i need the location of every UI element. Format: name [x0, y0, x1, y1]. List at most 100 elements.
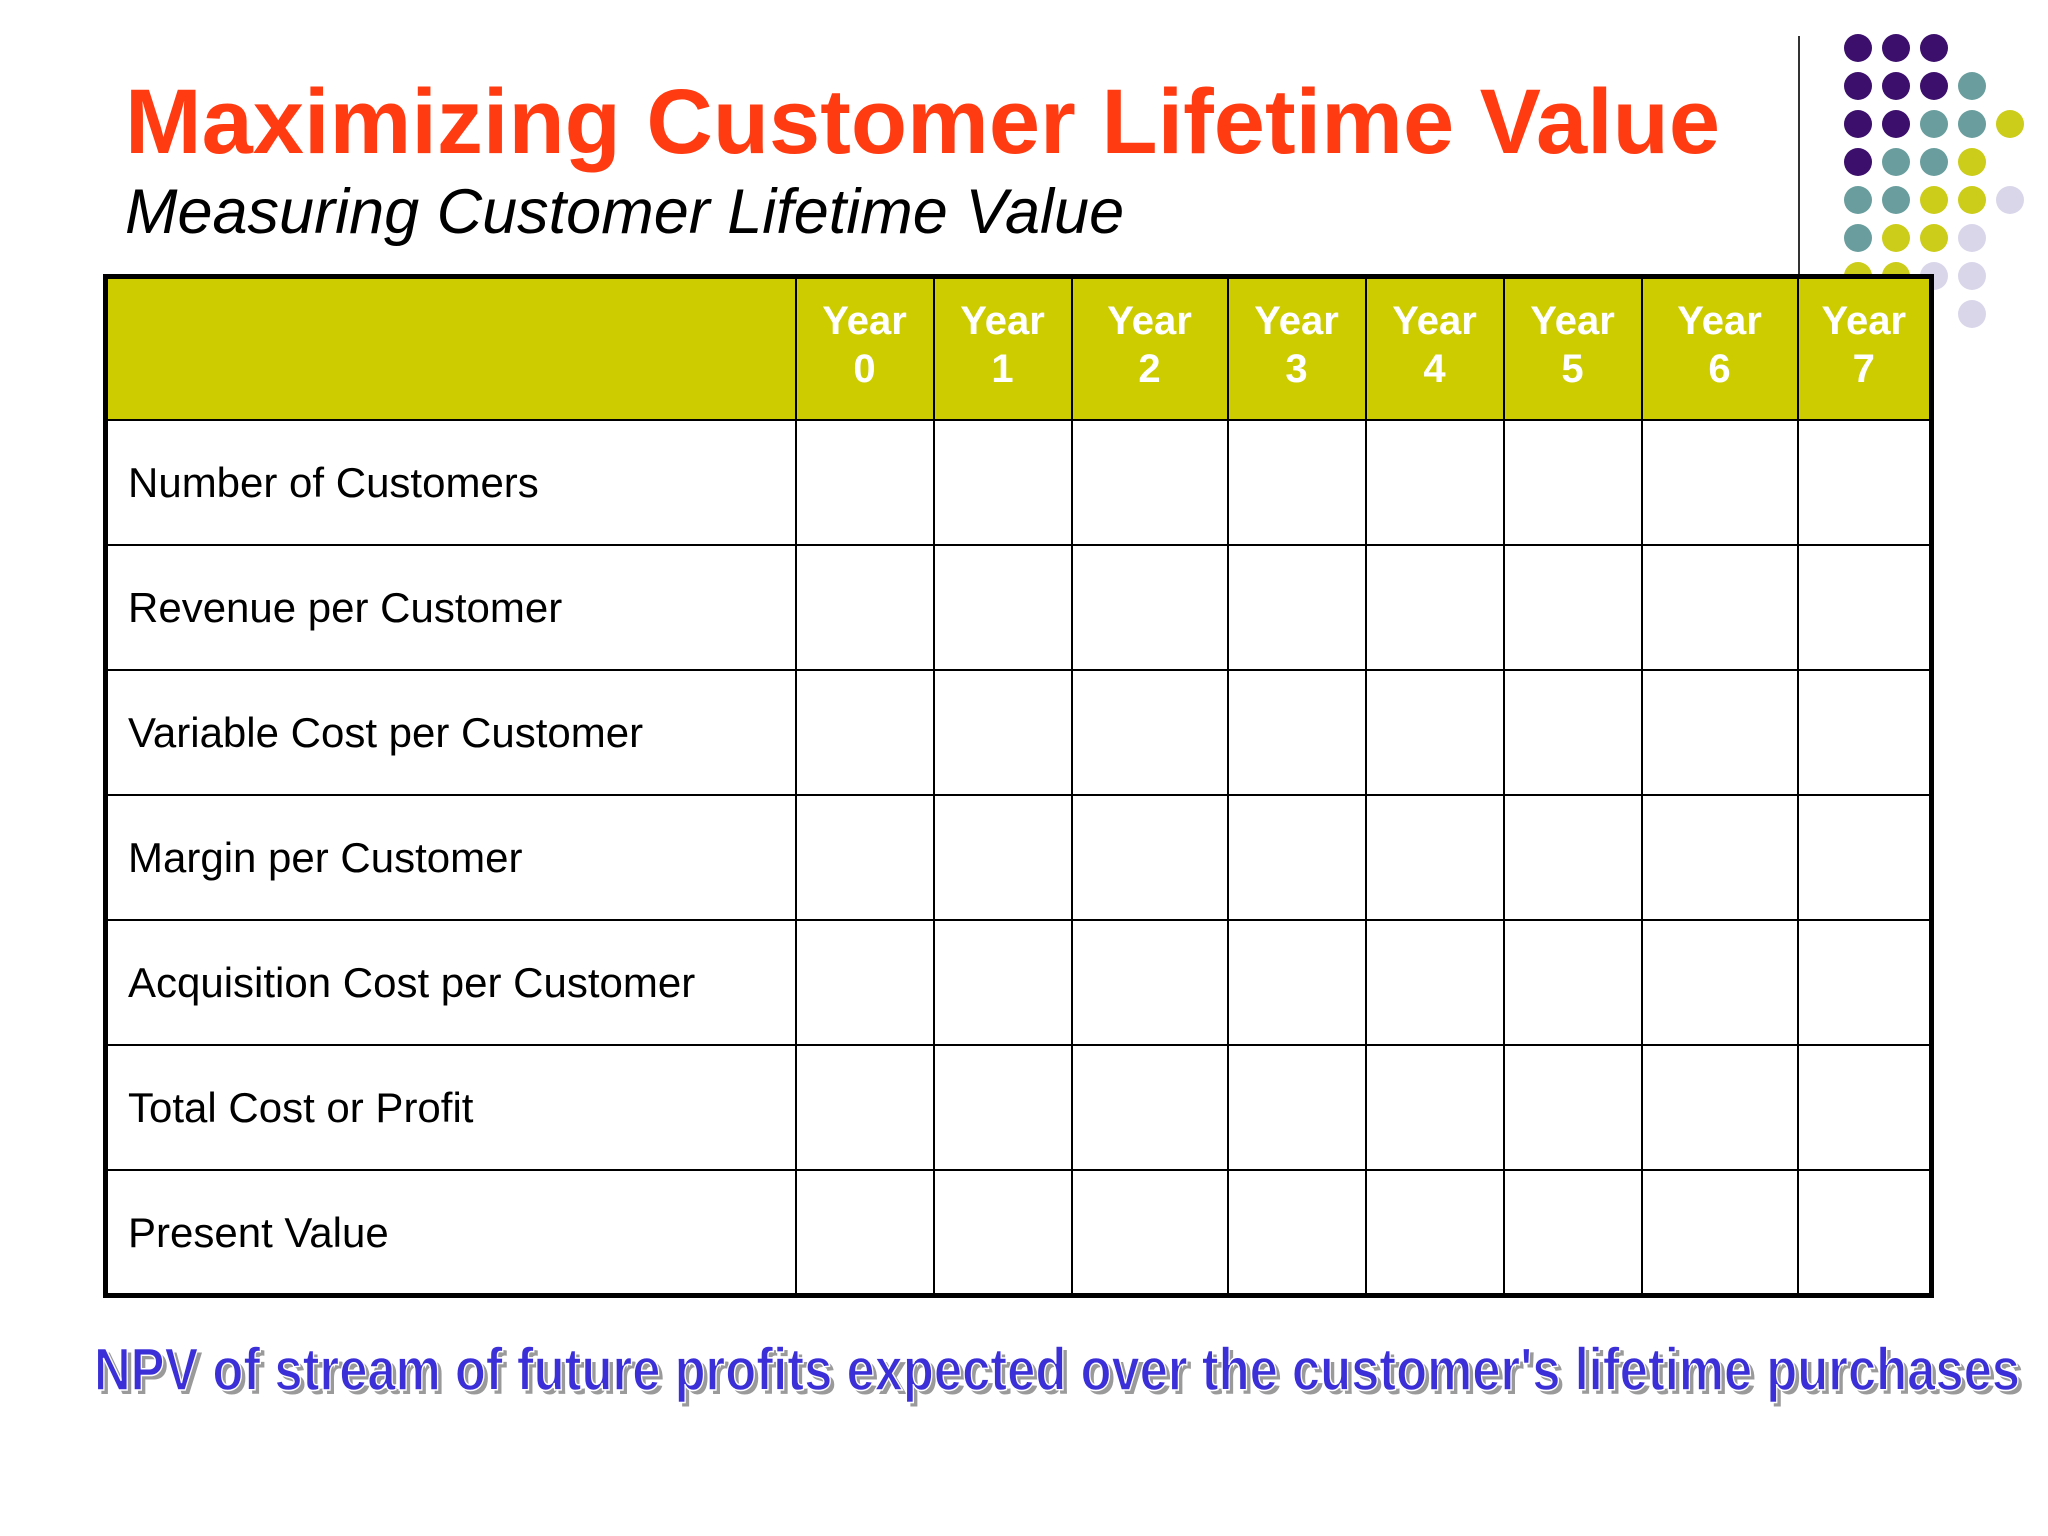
header-year-number: 4 — [1423, 347, 1446, 391]
header-year-label: Year — [1530, 299, 1615, 343]
decorative-dot — [1920, 148, 1948, 176]
decorative-dot — [1996, 186, 2024, 214]
table-cell — [932, 544, 1073, 671]
decorative-dot — [1920, 34, 1948, 62]
decorative-dot — [1958, 300, 1986, 328]
row-label: Revenue per Customer — [104, 544, 797, 671]
header-year-1: Year 1 — [932, 275, 1073, 421]
table-cell — [1364, 1169, 1505, 1296]
npv-footer-art: NPV of stream of future profits expected… — [94, 1335, 2024, 1407]
table-cell — [932, 1169, 1073, 1296]
decorative-dot — [1844, 148, 1872, 176]
table-cell — [1226, 919, 1367, 1046]
table-cell — [932, 669, 1073, 796]
slide-subtitle: Measuring Customer Lifetime Value — [125, 177, 1125, 247]
table-header-row: Year 0 Year 1 Year 2 Year 3 Year 4 Year 5 Year 6 Year 7 — [104, 275, 1933, 421]
table-cell — [1640, 1169, 1799, 1296]
vertical-divider — [1798, 36, 1800, 326]
decorative-dot — [1958, 148, 1986, 176]
clv-table: Year 0 Year 1 Year 2 Year 3 Year 4 Year 5 Year 6 Year 7… — [103, 274, 1934, 1298]
table-cell — [1364, 544, 1505, 671]
table-row: Total Cost or Profit — [104, 1044, 1933, 1171]
table-cell — [1796, 919, 1933, 1046]
table-cell — [1640, 919, 1799, 1046]
table-cell — [1070, 919, 1229, 1046]
table-cell — [1502, 1044, 1643, 1171]
header-year-number: 6 — [1708, 347, 1731, 391]
table-cell — [1226, 544, 1367, 671]
header-year-label: Year — [1254, 299, 1339, 343]
header-year-0: Year 0 — [794, 275, 935, 421]
decorative-dot — [1958, 224, 1986, 252]
table-cell — [794, 544, 935, 671]
header-year-label: Year — [1677, 299, 1762, 343]
decorative-dot — [1882, 224, 1910, 252]
header-year-2: Year 2 — [1070, 275, 1229, 421]
table-cell — [1640, 1044, 1799, 1171]
npv-footer-shadow: NPV of stream of future profits expected… — [98, 1340, 2024, 1407]
decorative-dot — [1958, 262, 1986, 290]
row-label: Margin per Customer — [104, 794, 797, 921]
row-label: Acquisition Cost per Customer — [104, 919, 797, 1046]
header-year-number: 3 — [1285, 347, 1308, 391]
table-cell — [1226, 669, 1367, 796]
table-cell — [1226, 1169, 1367, 1296]
decorative-dot — [1958, 110, 1986, 138]
table-cell — [932, 794, 1073, 921]
row-label: Present Value — [104, 1169, 797, 1296]
header-year-7: Year 7 — [1796, 275, 1933, 421]
table-cell — [1364, 919, 1505, 1046]
table-cell — [1640, 794, 1799, 921]
header-blank-cell — [104, 275, 797, 421]
header-year-label: Year — [822, 299, 907, 343]
table-cell — [1502, 919, 1643, 1046]
header-year-number: 7 — [1852, 347, 1875, 391]
decorative-dot — [1920, 72, 1948, 100]
header-year-4: Year 4 — [1364, 275, 1505, 421]
table-cell — [1070, 419, 1229, 546]
table-cell — [1364, 1044, 1505, 1171]
table-cell — [794, 1044, 935, 1171]
decorative-dot — [1844, 186, 1872, 214]
table-cell — [1502, 669, 1643, 796]
table-cell — [1502, 1169, 1643, 1296]
table-cell — [1070, 1044, 1229, 1171]
table-cell — [932, 919, 1073, 1046]
table-cell — [1070, 794, 1229, 921]
table-cell — [1364, 669, 1505, 796]
decorative-dot — [1844, 34, 1872, 62]
header-year-label: Year — [1107, 299, 1192, 343]
table-row: Present Value — [104, 1169, 1933, 1296]
decorative-dot — [1882, 148, 1910, 176]
decorative-dot — [1882, 34, 1910, 62]
table-row: Margin per Customer — [104, 794, 1933, 921]
table-cell — [794, 919, 935, 1046]
header-year-label: Year — [1392, 299, 1477, 343]
header-year-number: 1 — [991, 347, 1014, 391]
table-cell — [1226, 1044, 1367, 1171]
table-cell — [794, 669, 935, 796]
header-year-6: Year 6 — [1640, 275, 1799, 421]
decorative-dot — [1958, 72, 1986, 100]
table-cell — [1364, 419, 1505, 546]
decorative-dot — [1882, 72, 1910, 100]
table-cell — [932, 1044, 1073, 1171]
table-cell — [1640, 419, 1799, 546]
table-cell — [794, 1169, 935, 1296]
table-cell — [1796, 1169, 1933, 1296]
table-cell — [1226, 794, 1367, 921]
table-cell — [932, 419, 1073, 546]
table-cell — [1796, 419, 1933, 546]
decorative-dot — [1882, 110, 1910, 138]
table-cell — [1502, 419, 1643, 546]
table-row: Number of Customers — [104, 419, 1933, 546]
table-cell — [1226, 419, 1367, 546]
table-row: Revenue per Customer — [104, 544, 1933, 671]
table-cell — [1364, 794, 1505, 921]
table-body: Number of Customers Revenue per Customer V… — [104, 419, 1933, 1296]
decorative-dot — [1844, 110, 1872, 138]
header-year-label: Year — [1821, 299, 1907, 343]
row-label: Variable Cost per Customer — [104, 669, 797, 796]
table-cell — [1640, 544, 1799, 671]
table-cell — [794, 419, 935, 546]
